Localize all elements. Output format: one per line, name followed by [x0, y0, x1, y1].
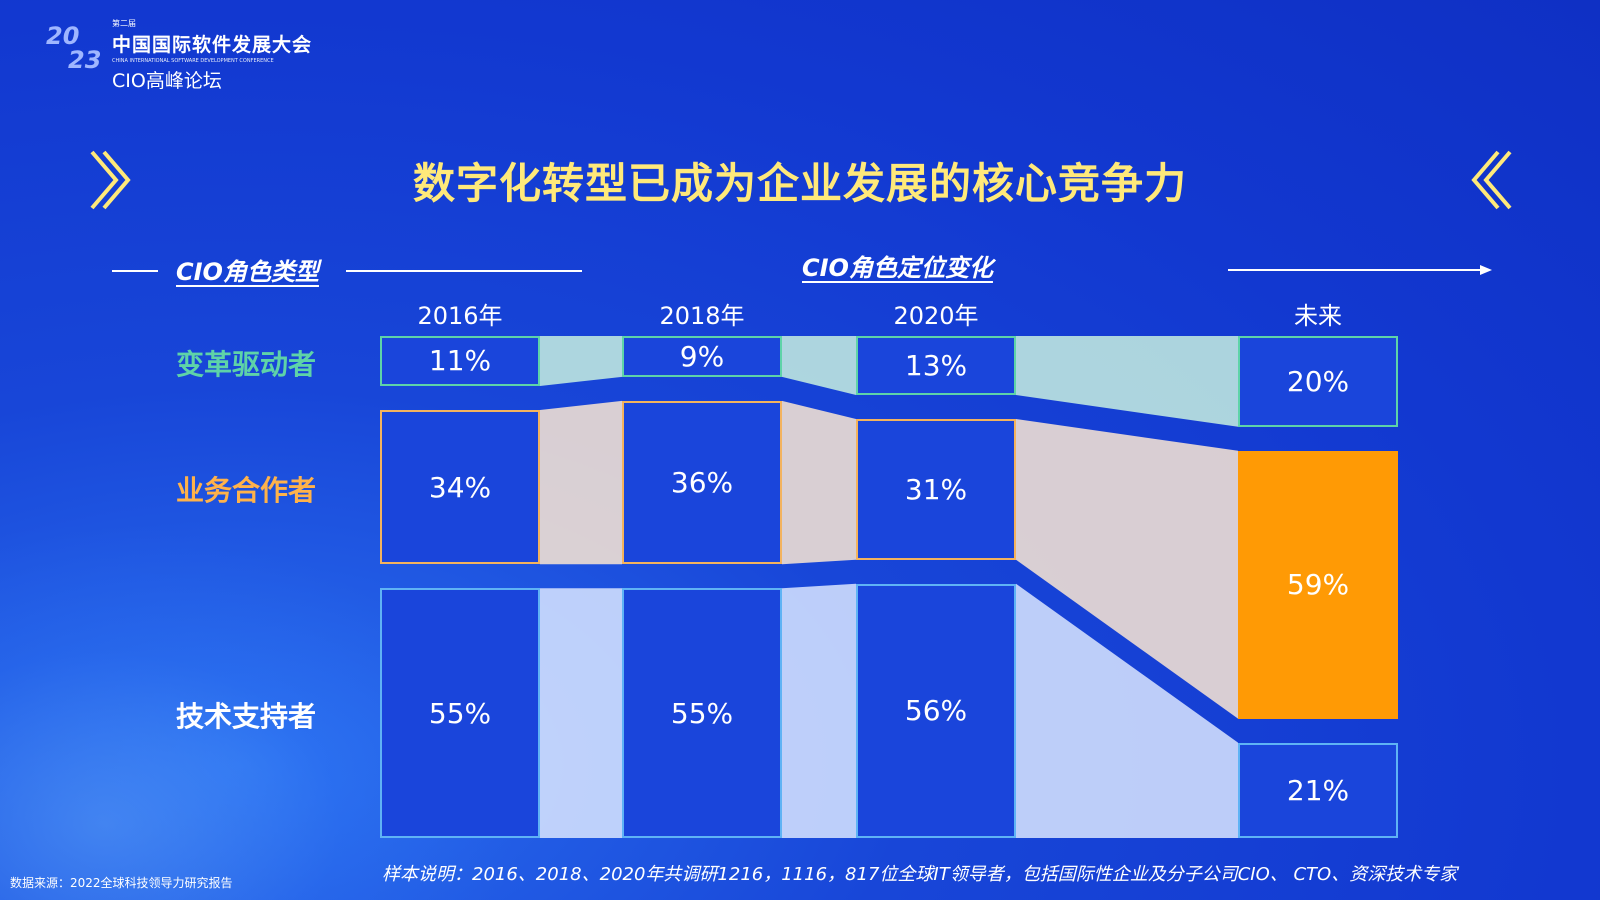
year-header: 未来	[1294, 302, 1342, 330]
chevron-right-icon	[90, 150, 131, 210]
flow-band	[782, 583, 856, 838]
value-box: 55%	[622, 588, 782, 838]
value-box: 31%	[856, 419, 1016, 560]
sample-note: 样本说明：2016、2018、2020年共调研1216，1116，817位全球I…	[382, 864, 1458, 885]
page-title: 数字化转型已成为企业发展的核心竞争力	[412, 159, 1187, 208]
flow-band	[1016, 583, 1238, 838]
left-header-line-b	[346, 270, 582, 272]
value-box: 59%	[1238, 450, 1398, 719]
logo-forum: CIO高峰论坛	[112, 70, 222, 92]
flow-band	[1016, 336, 1238, 427]
value-box: 56%	[856, 583, 1016, 838]
logo-year-bottom: 23	[68, 46, 102, 74]
chevron-left-icon	[1471, 150, 1512, 210]
data-label: 55%	[670, 696, 734, 730]
flow-band	[782, 336, 856, 396]
logo-title: 中国国际软件发展大会	[112, 34, 313, 56]
data-label: 56%	[904, 694, 968, 728]
value-box: 20%	[1238, 336, 1398, 427]
flow-band	[540, 588, 622, 838]
flow-band	[782, 400, 856, 565]
data-label: 59%	[1286, 568, 1350, 602]
data-label: 34%	[428, 470, 492, 504]
data-label: 36%	[670, 466, 734, 500]
value-box: 9%	[622, 336, 782, 377]
value-box: 34%	[380, 409, 540, 565]
logo-year-top: 20	[46, 22, 80, 50]
year-header: 2016年	[417, 302, 503, 330]
conference-logo: 20 23 第二届 中国国际软件发展大会 CHINA INTERNATIONAL…	[46, 16, 346, 96]
cio-role-change-header: CIO角色定位变化	[802, 254, 993, 282]
data-label: 13%	[904, 349, 968, 382]
data-label: 55%	[428, 696, 492, 730]
logo-subtitle-en: CHINA INTERNATIONAL SOFTWARE DEVELOPMENT…	[112, 58, 274, 64]
flow-band	[1016, 419, 1238, 719]
flow-band	[540, 336, 622, 386]
data-label: 21%	[1286, 773, 1350, 807]
role-label: 技术支持者	[176, 700, 317, 734]
year-header: 2018年	[659, 302, 745, 330]
role-label: 业务合作者	[176, 474, 317, 508]
data-label: 31%	[904, 472, 968, 506]
data-label: 11%	[428, 344, 492, 378]
logo-edition: 第二届	[112, 19, 136, 28]
left-header-line-a	[112, 270, 158, 272]
value-box: 11%	[380, 336, 540, 386]
logo-year: 20 23	[46, 22, 110, 78]
value-box: 21%	[1238, 742, 1398, 838]
value-box: 36%	[622, 400, 782, 565]
data-label: 20%	[1286, 364, 1350, 398]
value-box: 13%	[856, 336, 1016, 396]
data-label: 9%	[679, 339, 725, 373]
value-box: 55%	[380, 588, 540, 838]
data-source: 数据来源：2022全球科技领导力研究报告	[10, 876, 233, 890]
role-label: 变革驱动者	[176, 347, 317, 381]
flow-band	[540, 400, 622, 565]
cio-role-type-header: CIO角色类型	[176, 258, 319, 286]
timeline-arrow-icon	[1228, 265, 1492, 275]
year-header: 2020年	[893, 302, 979, 330]
